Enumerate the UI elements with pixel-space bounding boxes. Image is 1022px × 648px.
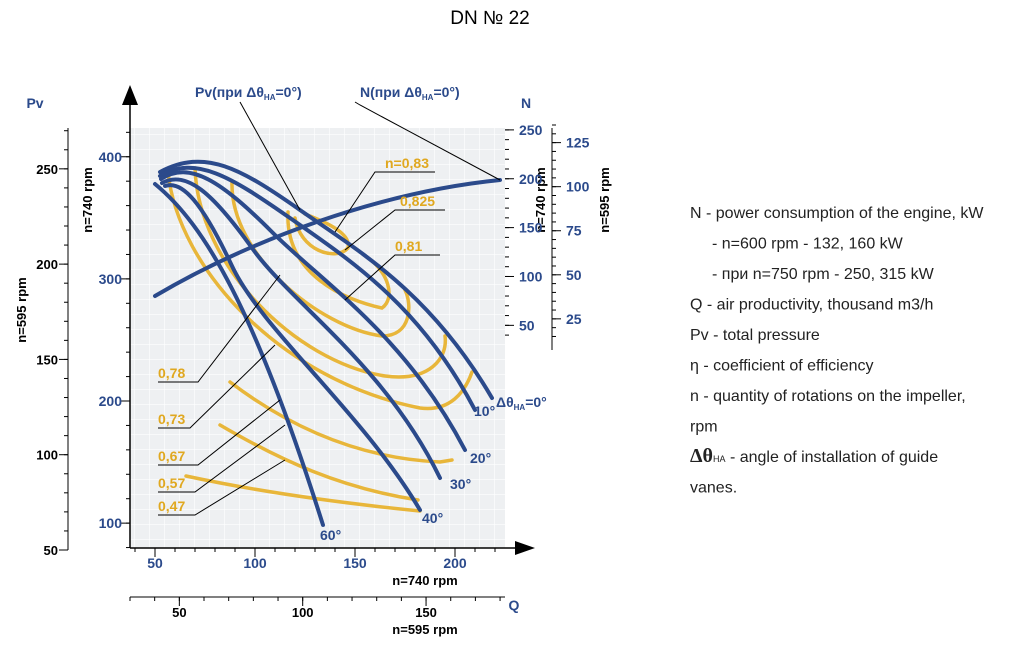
label-part: =0°) xyxy=(275,84,301,100)
legend-line: - n=600 rpm - 132, 160 kW xyxy=(712,236,904,253)
tick-label: 50 xyxy=(566,267,582,283)
legend-line: - при n=750 rpm - 250, 315 kW xyxy=(712,266,935,283)
tick-label: 75 xyxy=(566,223,582,239)
leader-lines xyxy=(158,101,501,516)
angle-label: 30° xyxy=(450,476,471,492)
angle-label: 20° xyxy=(470,450,491,466)
efficiency-label: 0,78 xyxy=(158,365,185,381)
tick-label: 100 xyxy=(243,555,267,571)
efficiency-label: 0,57 xyxy=(158,475,185,491)
label-part: Pv(при Δθ xyxy=(195,84,264,100)
chart-title: DN № 22 xyxy=(450,8,530,29)
tick-label: 400 xyxy=(99,149,123,165)
efficiency-label: 0,67 xyxy=(158,448,185,464)
tick-label: 50 xyxy=(44,543,58,558)
legend-line: rpm xyxy=(690,419,718,436)
legend-line: Q - air productivity, thousand m3/h xyxy=(690,297,933,314)
label-part: N(при Δθ xyxy=(360,84,422,100)
tick-label: 100 xyxy=(519,268,543,284)
tick-label: 100 xyxy=(566,179,590,195)
axis-label: Q xyxy=(509,597,520,613)
tick-label: 25 xyxy=(566,311,582,327)
efficiency-label: n=0,83 xyxy=(385,155,429,171)
axis-rpm: n=595 rpm xyxy=(597,167,612,232)
label-sub: НА xyxy=(264,93,276,102)
tick-label: 300 xyxy=(99,271,123,287)
pressure-curves xyxy=(153,159,502,527)
legend-line: Pv - total pressure xyxy=(690,327,820,344)
legend-symbol: Δθ xyxy=(690,445,713,467)
angle-label: 10° xyxy=(474,403,495,419)
legend-line: vanes. xyxy=(690,480,737,497)
axis-rpm: n=740 rpm xyxy=(533,167,548,232)
curve-label: Pv(при ΔθНА=0°) xyxy=(195,84,302,102)
curve-label: ΔθНА=0° xyxy=(496,394,547,412)
label-part: =0°) xyxy=(433,84,459,100)
axis-rpm: n=740 rpm xyxy=(392,573,457,588)
label-sub: НА xyxy=(422,93,434,102)
tick-label: 150 xyxy=(36,352,58,367)
curve-label: N(при ΔθНА=0°) xyxy=(360,84,460,102)
axis-label: N xyxy=(521,95,531,111)
axis-rpm: n=595 rpm xyxy=(14,277,29,342)
tick-label: 100 xyxy=(99,515,123,531)
efficiency-label: 0,81 xyxy=(395,238,422,254)
tick-label: 125 xyxy=(566,135,590,151)
angle-label: 60° xyxy=(320,527,341,543)
tick-label: 200 xyxy=(99,393,123,409)
legend-line: η - coefficient of efficiency xyxy=(690,358,874,375)
legend-line: n - quantity of rotations on the impelle… xyxy=(690,388,966,405)
arrow xyxy=(515,541,535,555)
arrow xyxy=(122,85,138,105)
tick-label: 100 xyxy=(292,605,314,620)
tick-label: 200 xyxy=(443,555,467,571)
axis-label: Pv xyxy=(26,95,43,111)
axis-rpm: n=740 rpm xyxy=(80,167,95,232)
efficiency-label: 0,47 xyxy=(158,498,185,514)
label-part: =0° xyxy=(525,394,547,410)
legend-line: ΔθНА - angle of installation of guide xyxy=(690,445,938,467)
tick-label: 50 xyxy=(519,317,535,333)
tick-label: 150 xyxy=(519,220,543,236)
tick-label: 150 xyxy=(415,605,437,620)
tick-label: 200 xyxy=(519,171,543,187)
legend-line: N - power consumption of the engine, kW xyxy=(690,205,984,222)
tick-label: 150 xyxy=(343,555,367,571)
efficiency-label: 0,73 xyxy=(158,411,185,427)
angle-label: 40° xyxy=(422,510,443,526)
tick-label: 250 xyxy=(36,162,58,177)
label-part: Δθ xyxy=(496,394,514,410)
tick-label: 250 xyxy=(519,122,543,138)
axis-rpm: n=595 rpm xyxy=(392,622,457,637)
efficiency-label: 0,825 xyxy=(400,193,435,209)
tick-label: 50 xyxy=(147,555,163,571)
tick-label: 100 xyxy=(36,448,58,463)
legend-text: - angle of installation of guide xyxy=(726,449,939,466)
tick-label: 200 xyxy=(36,257,58,272)
label-sub: НА xyxy=(514,403,526,412)
legend-sub: НА xyxy=(713,454,726,464)
tick-label: 50 xyxy=(172,605,186,620)
